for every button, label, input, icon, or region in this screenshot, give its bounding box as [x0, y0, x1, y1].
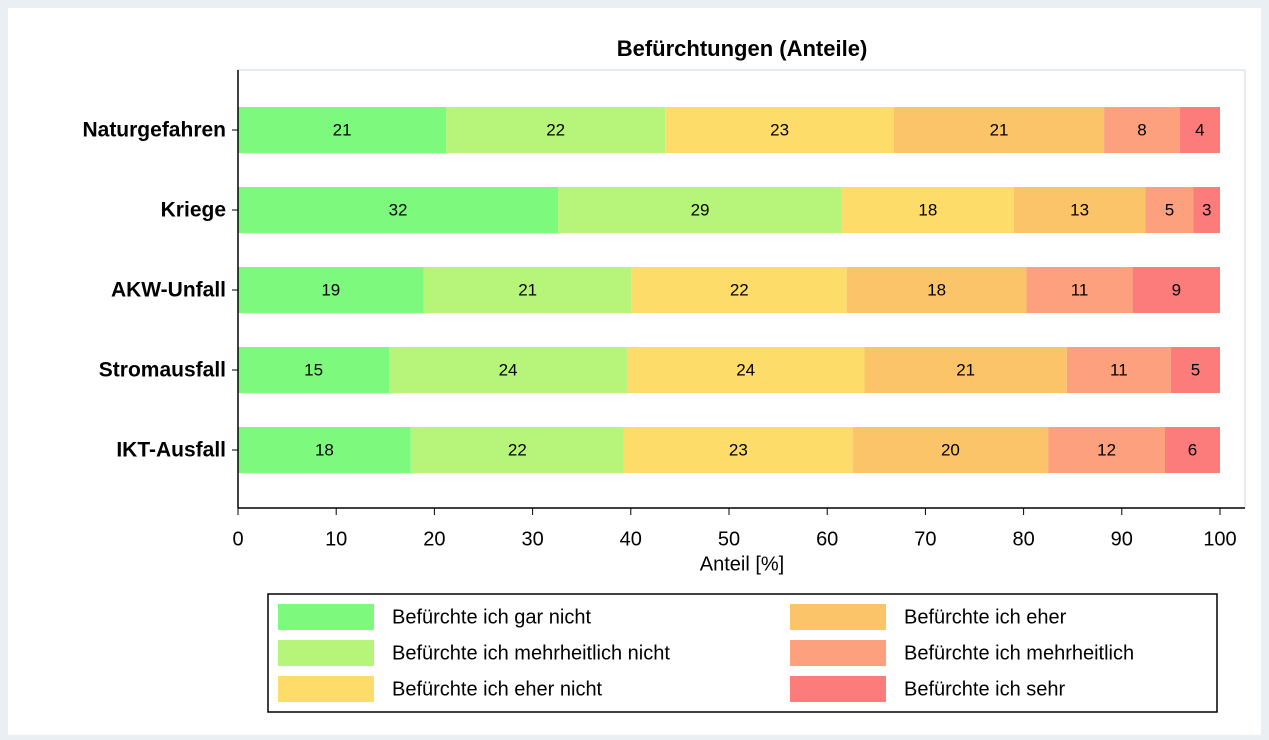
value-label: 15 — [304, 360, 323, 379]
bar-segment — [1048, 427, 1166, 473]
value-label: 11 — [1071, 280, 1089, 299]
legend-swatch — [278, 676, 374, 702]
bar-segment — [1132, 267, 1220, 313]
y-tick-label: IKT-Ausfall — [116, 439, 226, 462]
bar-segment — [1104, 107, 1180, 153]
value-label: 32 — [389, 200, 408, 219]
legend-label: Befürchte ich mehrheitlich nicht — [392, 642, 670, 664]
bar-segment — [846, 267, 1027, 313]
bar-segment — [238, 427, 411, 473]
y-tick-label: AKW-Unfall — [111, 279, 226, 302]
legend-swatch — [278, 604, 374, 630]
value-label: 24 — [499, 360, 518, 379]
bar-segment — [446, 107, 666, 153]
x-tick-label: 50 — [718, 528, 740, 550]
bar-segment — [238, 267, 424, 313]
x-tick-label: 40 — [620, 528, 642, 550]
value-label: 29 — [691, 200, 710, 219]
bar-segment — [1193, 187, 1220, 233]
value-label: 22 — [508, 440, 527, 459]
legend-swatch — [790, 676, 886, 702]
bar-segment — [893, 107, 1105, 153]
legend — [267, 593, 1218, 713]
value-label: 13 — [1070, 200, 1089, 219]
y-tick-label: Kriege — [161, 199, 226, 222]
value-label: 5 — [1191, 360, 1200, 379]
bar-segment — [238, 187, 559, 233]
value-label: 12 — [1097, 440, 1116, 459]
x-tick-label: 30 — [521, 528, 543, 550]
value-label: 18 — [315, 440, 334, 459]
x-tick-label: 80 — [1012, 528, 1034, 550]
bar-segment — [389, 347, 627, 393]
value-label: 23 — [729, 440, 748, 459]
bar-segment — [410, 427, 624, 473]
x-tick-label: 60 — [816, 528, 838, 550]
bar-segment — [626, 347, 865, 393]
legend-swatch — [278, 640, 374, 666]
value-label: 21 — [518, 280, 537, 299]
x-tick-label: 90 — [1111, 528, 1133, 550]
value-label: 21 — [956, 360, 975, 379]
x-tick-label: 70 — [914, 528, 936, 550]
legend-label: Befürchte ich eher nicht — [392, 678, 603, 700]
x-axis-label: Anteil [%] — [700, 553, 784, 575]
value-label: 22 — [546, 120, 565, 139]
bar-segment — [1170, 347, 1220, 393]
bar-segment — [623, 427, 853, 473]
legend-label: Befürchte ich sehr — [904, 678, 1066, 700]
value-label: 5 — [1165, 200, 1174, 219]
value-label: 9 — [1172, 280, 1181, 299]
value-label: 21 — [990, 120, 1009, 139]
bar-segment — [238, 347, 390, 393]
bar-segment — [1179, 107, 1220, 153]
value-label: 23 — [770, 120, 789, 139]
value-label: 3 — [1202, 200, 1211, 219]
bar-segment — [1145, 187, 1194, 233]
legend-label: Befürchte ich mehrheitlich — [904, 642, 1134, 664]
y-tick-label: Naturgefahren — [82, 119, 226, 142]
x-tick-label: 10 — [325, 528, 347, 550]
bar-segment — [1013, 187, 1146, 233]
value-label: 20 — [941, 440, 960, 459]
legend-label: Befürchte ich eher — [904, 606, 1067, 628]
chart-title: Befürchtungen (Anteile) — [617, 36, 868, 61]
x-tick-label: 0 — [232, 528, 243, 550]
bar-segment — [1066, 347, 1171, 393]
bar-segment — [423, 267, 632, 313]
value-label: 19 — [321, 280, 340, 299]
value-label: 6 — [1188, 440, 1197, 459]
bar-segment — [238, 107, 447, 153]
x-tick-label: 20 — [423, 528, 445, 550]
x-tick-label: 100 — [1203, 528, 1236, 550]
bar-segment — [1165, 427, 1220, 473]
bar-segment — [631, 267, 847, 313]
bar-segment — [665, 107, 894, 153]
value-label: 22 — [730, 280, 749, 299]
bar-segment — [852, 427, 1049, 473]
bar-segment — [864, 347, 1067, 393]
legend-swatch — [790, 604, 886, 630]
y-tick-label: Stromausfall — [99, 359, 226, 382]
value-label: 24 — [736, 360, 755, 379]
value-label: 18 — [918, 200, 937, 219]
value-label: 18 — [927, 280, 946, 299]
value-label: 8 — [1137, 120, 1146, 139]
bar-segment — [1026, 267, 1133, 313]
value-label: 21 — [333, 120, 352, 139]
value-label: 4 — [1195, 120, 1204, 139]
legend-label: Befürchte ich gar nicht — [392, 606, 591, 628]
bar-segment — [841, 187, 1014, 233]
value-label: 11 — [1110, 360, 1128, 379]
bar-segment — [558, 187, 842, 233]
legend-swatch — [790, 640, 886, 666]
